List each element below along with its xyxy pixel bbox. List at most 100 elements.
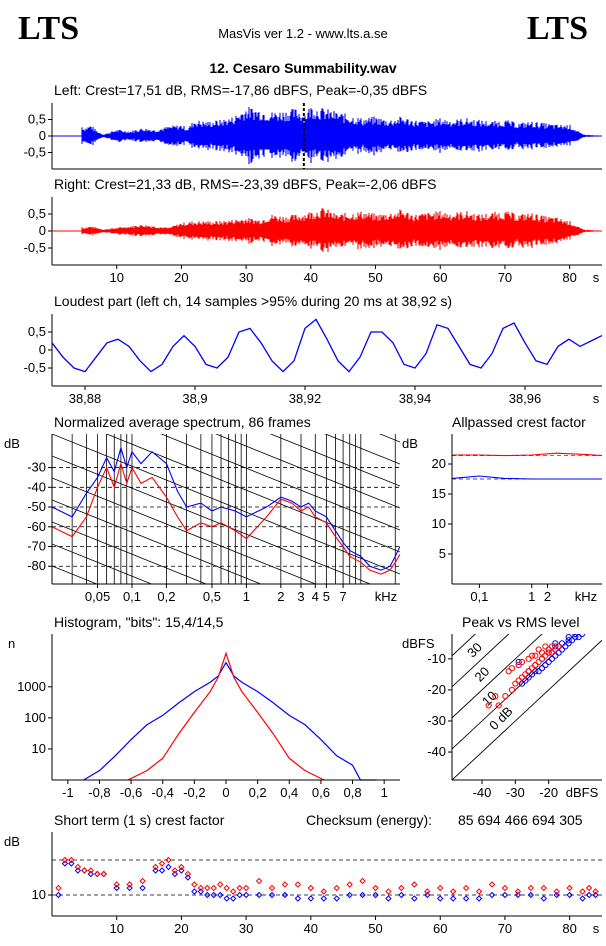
spectrum-xtick-label: 4 xyxy=(312,589,319,604)
crest-point-blue xyxy=(540,895,547,902)
crest-xtick-label: 10 xyxy=(109,921,123,936)
spectrum-slope-grid xyxy=(269,434,400,487)
right-waveform-xtick-label: 70 xyxy=(498,270,512,285)
crest-point-blue xyxy=(126,884,133,892)
peak-rms-point-blue xyxy=(575,634,582,641)
crest-xtick-label: 80 xyxy=(562,921,576,936)
peak-rms-point-blue xyxy=(548,655,556,662)
crest-point-red xyxy=(210,884,217,892)
peak-rms-point-red xyxy=(545,649,552,656)
crest-point-red xyxy=(68,856,75,864)
crest-point-blue xyxy=(268,891,276,899)
peak-rms-point-blue xyxy=(522,677,529,684)
spectrum-slope-grid xyxy=(52,588,400,728)
loudest-part-xtick-label: 38,96 xyxy=(509,391,542,406)
crest-point-red xyxy=(191,881,198,888)
crest-point-red xyxy=(171,867,179,874)
peak-rms-point-blue xyxy=(528,671,536,678)
crest-point-blue xyxy=(61,860,69,867)
crest-point-blue xyxy=(191,888,198,895)
spectrum-ytick-label: -40 xyxy=(27,479,46,494)
peak-rms-point-blue xyxy=(558,646,566,653)
crest-point-blue xyxy=(281,891,289,899)
crest-point-blue xyxy=(81,867,88,874)
spectrum-ytick-label: -50 xyxy=(27,499,46,514)
peak-rms-ytick-label: -20 xyxy=(427,682,446,697)
crest-point-blue xyxy=(372,891,379,899)
allpassed-crest-chart: 20 15 10 5 0,1 1 2 kHz xyxy=(432,434,603,604)
right-waveform-xtick-label: 80 xyxy=(562,270,576,285)
crest-point-red xyxy=(100,870,107,878)
crest-point-red xyxy=(61,856,69,864)
crest-point-red xyxy=(527,884,535,892)
crest-point-blue xyxy=(197,888,205,895)
peak-rms-point-red xyxy=(538,649,546,656)
spectrum-slope-grid xyxy=(52,543,153,584)
right-waveform-signal xyxy=(81,208,600,252)
peak-rms-diag-label: 20 xyxy=(472,664,493,685)
crest-point-red xyxy=(217,881,224,888)
spectrum-slope-grid xyxy=(52,610,400,750)
peak-rms-point-red xyxy=(505,668,512,675)
peak-rms-point-blue xyxy=(558,640,566,647)
crest-point-blue xyxy=(94,870,101,878)
peak-rms-point-red xyxy=(525,655,532,662)
peak-rms-point-blue xyxy=(565,640,572,647)
crest-xtick-label: 30 xyxy=(239,921,253,936)
peak-rms-point-red xyxy=(508,665,516,672)
allpassed-title: Allpassed crest factor xyxy=(452,414,586,430)
crest-point-red xyxy=(223,884,230,892)
crest-point-blue xyxy=(398,891,405,899)
histogram-xtick-label: -0,4 xyxy=(152,785,174,800)
peak-rms-point-red xyxy=(552,646,559,653)
crest-point-blue xyxy=(242,891,250,899)
crest-point-blue xyxy=(178,867,185,874)
crest-point-red xyxy=(229,888,237,895)
spectrum-slope-grid xyxy=(52,477,317,584)
allpassed-xtick-label: 0,1 xyxy=(470,589,488,604)
crest-point-red xyxy=(553,888,560,895)
crest-point-red xyxy=(501,884,509,892)
crest-point-red xyxy=(540,884,547,892)
crest-point-blue xyxy=(100,870,107,878)
spectrum-xtick-label: 0,5 xyxy=(203,589,221,604)
crest-xtick-label: 20 xyxy=(174,921,188,936)
crest-point-blue xyxy=(171,870,179,878)
spectrum-slope-grid xyxy=(52,698,400,838)
crest-point-blue xyxy=(184,874,192,881)
allpassed-ylabel: dB xyxy=(402,436,418,451)
crest-point-red xyxy=(398,884,405,892)
loudest-part-xtick-label: 38,9 xyxy=(182,391,207,406)
spectrum-slope-grid xyxy=(324,434,400,465)
loudest-part-chart: 0,5 0 -0,5 38,88 38,9 38,92 38,94 38,96 s xyxy=(24,314,603,406)
spectrum-xtick-label: 0,05 xyxy=(85,589,110,604)
checksum-label: Checksum (energy): xyxy=(306,812,433,828)
spectrum-ylabel: dB xyxy=(4,436,20,451)
crest-point-blue xyxy=(158,867,166,874)
loudest-part-xunit: s xyxy=(593,391,600,406)
spectrum-slope-grid xyxy=(105,434,400,553)
right-waveform-ytick-label: 0 xyxy=(39,223,46,238)
allpassed-series-blue xyxy=(451,475,602,480)
crest-point-blue xyxy=(579,895,586,902)
spectrum-slope-grid xyxy=(52,258,400,398)
peak-rms-diagonal xyxy=(452,634,510,688)
peak-rms-point-red xyxy=(515,661,522,669)
spectrum-slope-grid xyxy=(52,654,400,794)
peak-rms-diagonal xyxy=(452,639,602,780)
peak-rms-point-red xyxy=(495,702,502,709)
crest-point-red xyxy=(74,863,82,871)
crest-point-blue xyxy=(475,895,483,902)
allpassed-series-red xyxy=(452,452,603,457)
crest-point-blue xyxy=(385,895,392,902)
spectrum-grid xyxy=(52,258,400,838)
peak-rms-point-blue xyxy=(562,643,569,650)
app-title: MasVis ver 1.2 - www.lts.a.se xyxy=(218,26,388,41)
peak-rms-point-red xyxy=(548,643,556,650)
left-waveform-ytick-label: 0 xyxy=(39,128,46,143)
crest-point-blue xyxy=(139,884,146,892)
peak-rms-point-blue xyxy=(542,661,549,669)
crest-point-red xyxy=(579,888,586,895)
crest-point-red xyxy=(152,863,159,871)
